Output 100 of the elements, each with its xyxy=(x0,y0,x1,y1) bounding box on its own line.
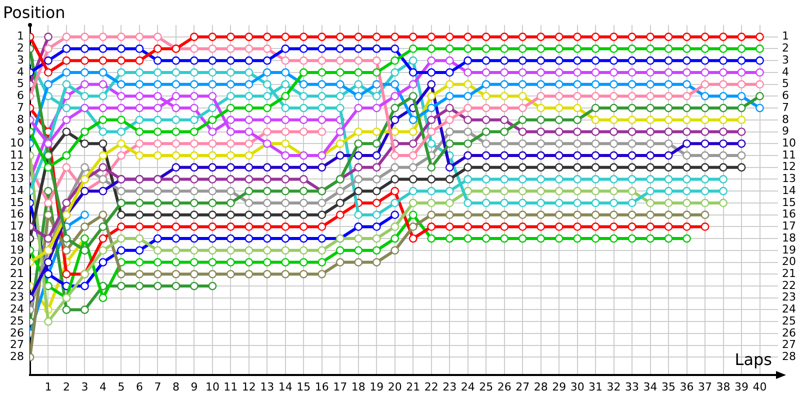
point xyxy=(500,68,509,77)
point xyxy=(372,92,381,100)
point xyxy=(299,128,308,136)
point xyxy=(281,210,290,220)
point xyxy=(318,56,326,65)
point xyxy=(482,80,490,89)
point xyxy=(244,175,254,184)
point xyxy=(281,163,290,172)
y2-tick-label: 4 xyxy=(782,65,789,78)
point xyxy=(98,128,108,136)
point xyxy=(354,128,363,136)
point xyxy=(154,139,162,148)
point xyxy=(536,44,546,53)
y2-tick-label: 15 xyxy=(782,196,796,209)
point xyxy=(117,80,126,89)
point xyxy=(646,139,654,148)
point xyxy=(664,222,673,231)
point xyxy=(664,80,673,89)
x-tick-label: 23 xyxy=(442,380,457,394)
point xyxy=(518,139,527,148)
point xyxy=(464,56,472,65)
point xyxy=(80,92,89,100)
point xyxy=(573,139,582,148)
point xyxy=(482,175,490,184)
point xyxy=(573,163,582,172)
point xyxy=(372,139,381,148)
point xyxy=(372,222,381,231)
point xyxy=(664,104,673,112)
point xyxy=(719,151,728,160)
point xyxy=(262,270,272,278)
point xyxy=(554,186,564,196)
point xyxy=(208,186,217,196)
point xyxy=(737,128,746,136)
point xyxy=(135,128,144,136)
point xyxy=(445,210,454,220)
point xyxy=(427,92,436,100)
point xyxy=(610,198,618,208)
point xyxy=(518,186,527,196)
y2-tick-label: 21 xyxy=(782,267,796,280)
point xyxy=(464,175,472,184)
point xyxy=(445,92,454,100)
point xyxy=(482,222,490,231)
point xyxy=(190,270,198,278)
point xyxy=(737,151,746,160)
point xyxy=(554,151,564,160)
point xyxy=(372,68,381,77)
point xyxy=(737,32,746,42)
point xyxy=(390,80,400,89)
point xyxy=(372,44,381,53)
point xyxy=(336,186,344,196)
point xyxy=(591,56,600,65)
point xyxy=(318,68,326,77)
point xyxy=(664,128,673,136)
point xyxy=(80,222,89,231)
point xyxy=(154,32,162,42)
point xyxy=(591,116,600,124)
x-tick-label: 15 xyxy=(296,380,311,394)
point xyxy=(628,222,636,231)
point xyxy=(554,56,564,65)
x-tick-label: 21 xyxy=(406,380,420,394)
point xyxy=(664,92,673,100)
point xyxy=(464,116,472,124)
point xyxy=(500,234,509,243)
point xyxy=(154,68,162,77)
point xyxy=(62,163,71,172)
point xyxy=(646,92,654,100)
point xyxy=(372,80,381,89)
point xyxy=(646,175,654,184)
point xyxy=(354,210,363,220)
point xyxy=(518,128,527,136)
point xyxy=(135,270,144,278)
point xyxy=(208,116,217,124)
point xyxy=(646,80,654,89)
point xyxy=(554,80,564,89)
point xyxy=(427,210,436,220)
point xyxy=(610,163,618,172)
point xyxy=(62,151,71,160)
point xyxy=(354,258,363,266)
point xyxy=(554,234,564,243)
point xyxy=(554,68,564,77)
point xyxy=(80,80,89,89)
point xyxy=(154,198,162,208)
point xyxy=(154,92,162,100)
point xyxy=(135,80,144,89)
point xyxy=(135,186,144,196)
point xyxy=(390,151,400,160)
x-tick-label: 10 xyxy=(205,380,220,394)
point xyxy=(62,44,71,53)
point xyxy=(482,151,490,160)
point xyxy=(154,56,162,65)
point xyxy=(354,234,363,243)
point xyxy=(98,44,108,53)
point xyxy=(208,32,217,42)
point xyxy=(390,210,400,220)
y2-tick-label: 24 xyxy=(782,302,796,316)
point xyxy=(700,222,710,231)
point xyxy=(390,246,400,255)
point xyxy=(408,175,418,184)
point xyxy=(719,92,728,100)
y2-tick-label: 12 xyxy=(782,160,796,174)
